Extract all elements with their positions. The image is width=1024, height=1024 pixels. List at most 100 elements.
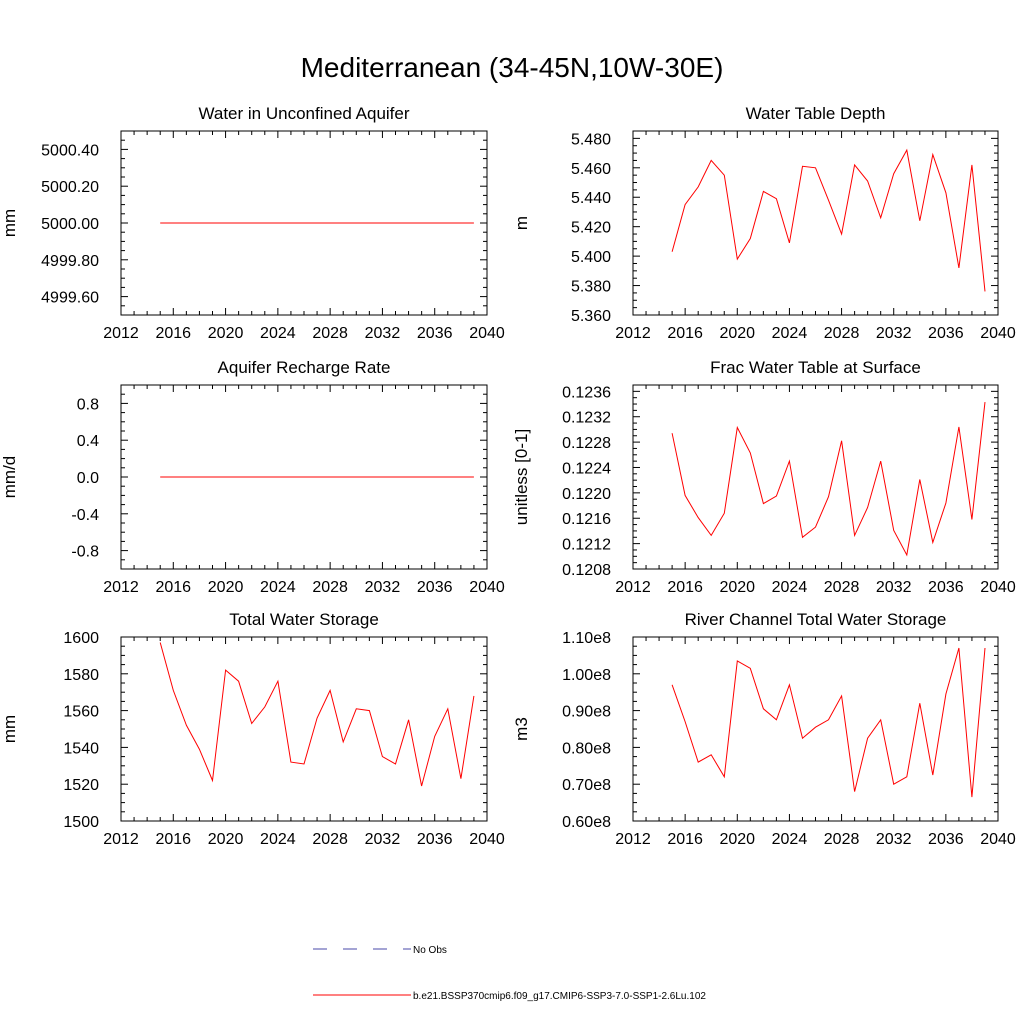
x-tick-label: 2028 <box>312 579 348 596</box>
y-tick-label: 1560 <box>63 704 99 721</box>
y-tick-label: 0.1224 <box>562 460 611 477</box>
y-tick-label: 5.440 <box>571 190 611 207</box>
y-tick-label: -0.4 <box>71 507 99 524</box>
x-tick-label: 2032 <box>876 831 912 848</box>
plot-frame <box>120 636 488 822</box>
y-tick-label: 5000.00 <box>41 216 99 233</box>
x-tick-label: 2024 <box>260 831 296 848</box>
x-tick-label: 2012 <box>103 831 139 848</box>
x-tick-label: 2024 <box>772 831 808 848</box>
x-tick-label: 2040 <box>980 831 1016 848</box>
x-tick-label: 2016 <box>667 831 703 848</box>
x-tick-label: 2020 <box>208 325 244 342</box>
x-tick-label: 2040 <box>980 579 1016 596</box>
y-tick-label: 5.480 <box>571 131 611 148</box>
y-tick-label: -0.8 <box>71 544 99 561</box>
y-tick-label: 0.80e8 <box>562 740 611 757</box>
x-tick-label: 2028 <box>312 831 348 848</box>
x-tick-label: 2040 <box>469 325 505 342</box>
x-tick-label: 2032 <box>365 325 401 342</box>
y-tick-label: 5.360 <box>571 308 611 325</box>
y-axis-label: mm <box>0 209 19 237</box>
chart-panel-6: River Channel Total Water Storage m3 2012 2… <box>512 610 1016 848</box>
x-tick-label: 2020 <box>719 831 755 848</box>
y-tick-label: 0.8 <box>77 396 99 413</box>
y-tick-label: 0.1220 <box>562 486 611 503</box>
figure-title: Mediterranean (34-45N,10W-30E) <box>300 52 724 83</box>
x-tick-label: 2012 <box>103 325 139 342</box>
y-tick-label: 0.4 <box>77 433 99 450</box>
y-tick-label: 1580 <box>63 667 99 684</box>
x-tick-label: 2016 <box>155 831 191 848</box>
y-tick-label: 4999.80 <box>41 253 99 270</box>
x-tick-label: 2020 <box>719 325 755 342</box>
y-tick-label: 1.00e8 <box>562 667 611 684</box>
y-axis-label: m3 <box>512 717 531 741</box>
x-tick-label: 2032 <box>365 579 401 596</box>
x-tick-label: 2040 <box>980 325 1016 342</box>
y-tick-label: 5.380 <box>571 279 611 296</box>
series-line <box>671 647 986 798</box>
y-tick-label: 5.400 <box>571 249 611 266</box>
y-axis-label: m <box>512 216 531 230</box>
chart-panel-3: Aquifer Recharge Rate mm/d 2012 2016 2020 202… <box>0 358 505 596</box>
x-tick-label: 2032 <box>365 831 401 848</box>
x-tick-label: 2036 <box>417 831 453 848</box>
x-tick-label: 2016 <box>155 579 191 596</box>
y-tick-label: 5.460 <box>571 161 611 178</box>
x-tick-label: 2016 <box>667 325 703 342</box>
y-tick-label: 0.1216 <box>562 511 611 528</box>
y-tick-label: 1.10e8 <box>562 630 611 647</box>
x-tick-label: 2012 <box>103 579 139 596</box>
y-tick-label: 0.90e8 <box>562 704 611 721</box>
x-tick-label: 2036 <box>928 325 964 342</box>
x-tick-label: 2036 <box>928 831 964 848</box>
x-tick-label: 2036 <box>417 325 453 342</box>
y-tick-label: 5000.40 <box>41 142 99 159</box>
y-tick-label: 0.70e8 <box>562 777 611 794</box>
x-tick-label: 2036 <box>928 579 964 596</box>
x-tick-label: 2020 <box>208 831 244 848</box>
x-tick-label: 2012 <box>615 325 651 342</box>
x-tick-label: 2028 <box>824 831 860 848</box>
x-tick-label: 2020 <box>719 579 755 596</box>
x-tick-label: 2040 <box>469 579 505 596</box>
x-tick-label: 2012 <box>615 831 651 848</box>
x-tick-label: 2024 <box>260 579 296 596</box>
x-tick-label: 2028 <box>824 579 860 596</box>
x-tick-label: 2040 <box>469 831 505 848</box>
y-axis-label: mm <box>0 715 19 743</box>
series-line <box>671 148 986 292</box>
x-tick-label: 2028 <box>312 325 348 342</box>
chart-panel-4: Frac Water Table at Surface unitless [0-1… <box>512 358 1016 596</box>
y-tick-label: 0.1208 <box>562 562 611 579</box>
y-tick-label: 1520 <box>63 777 99 794</box>
x-tick-label: 2036 <box>417 579 453 596</box>
x-tick-label: 2032 <box>876 579 912 596</box>
y-tick-label: 1540 <box>63 740 99 757</box>
x-tick-label: 2032 <box>876 325 912 342</box>
y-axis-label: unitless [0-1] <box>512 429 531 525</box>
x-tick-label: 2016 <box>155 325 191 342</box>
x-tick-label: 2028 <box>824 325 860 342</box>
y-tick-label: 0.1236 <box>562 384 611 401</box>
y-tick-label: 5000.20 <box>41 179 99 196</box>
chart-title: Frac Water Table at Surface <box>710 358 921 377</box>
y-tick-label: 1600 <box>63 630 99 647</box>
y-tick-label: 0.1232 <box>562 410 611 427</box>
y-tick-label: 5.420 <box>571 220 611 237</box>
x-tick-label: 2024 <box>260 325 296 342</box>
y-tick-label: 1500 <box>63 814 99 831</box>
y-tick-label: 0.60e8 <box>562 814 611 831</box>
plot-frame <box>632 384 999 570</box>
series-line <box>159 642 475 787</box>
chart-title: River Channel Total Water Storage <box>685 610 947 629</box>
y-tick-label: 0.1228 <box>562 435 611 452</box>
y-tick-label: 4999.60 <box>41 290 99 307</box>
x-tick-label: 2016 <box>667 579 703 596</box>
x-tick-label: 2012 <box>615 579 651 596</box>
x-tick-label: 2024 <box>772 325 808 342</box>
x-tick-label: 2020 <box>208 579 244 596</box>
